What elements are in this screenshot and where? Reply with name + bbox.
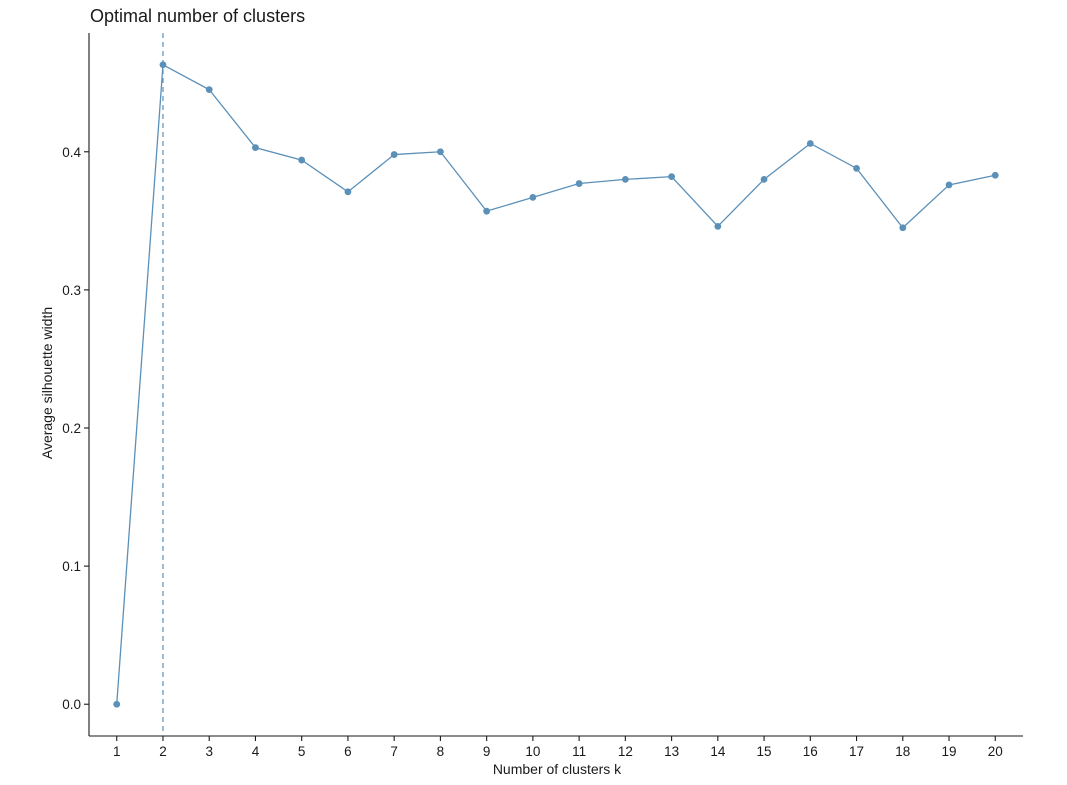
chart-title: Optimal number of clusters [90,6,305,26]
data-point [853,164,860,172]
x-tick-label: 2 [159,744,167,759]
data-point [945,181,953,189]
x-tick-label: 6 [344,744,352,759]
data-point [390,151,398,158]
x-tick-label: 20 [988,744,1003,759]
x-tick-label: 8 [437,744,445,759]
x-tick-label: 10 [525,744,540,759]
y-tick-label: 0.2 [62,421,81,436]
data-point [806,140,814,147]
x-tick-label: 3 [205,744,213,759]
data-point [621,176,629,183]
data-point [483,207,491,215]
x-tick-label: 16 [803,744,818,759]
data-point [529,193,537,201]
y-tick-label: 0.0 [62,697,81,712]
data-point [113,700,121,708]
data-point [298,156,306,164]
data-point [760,176,768,183]
y-axis-label: Average silhouette width [39,307,55,459]
x-tick-label: 17 [849,744,864,759]
x-tick-label: 4 [252,744,260,759]
data-point [899,224,907,232]
data-point [252,144,259,152]
data-point [575,180,583,187]
x-tick-label: 13 [664,744,679,759]
axes [88,33,1023,737]
y-tick-label: 0.4 [62,145,81,160]
x-tick-label: 12 [618,744,633,759]
data-point [205,86,213,94]
data-point [991,171,999,179]
y-axis-ticks: 0.0 0.1 0.2 0.3 0.4 [62,145,89,712]
x-tick-label: 7 [390,744,398,759]
x-axis-ticks: 1 2 3 4 5 6 7 8 9 10 11 12 13 14 15 16 17 18 19 20 [113,736,1003,759]
y-tick-label: 0.1 [62,559,81,574]
data-point [437,148,444,156]
series-silhouette [113,61,999,708]
y-tick-label: 0.3 [62,283,81,298]
x-tick-label: 18 [895,744,910,759]
x-tick-label: 1 [113,744,121,759]
x-tick-label: 15 [757,744,772,759]
data-point [159,61,167,69]
x-axis-label: Number of clusters k [493,761,622,777]
x-tick-label: 19 [942,744,957,759]
data-point [344,188,352,196]
x-tick-label: 9 [483,744,491,759]
x-tick-label: 11 [572,744,586,759]
x-tick-label: 14 [710,744,726,759]
data-point [668,173,675,181]
data-point [714,222,722,230]
x-tick-label: 5 [298,744,306,759]
series-line [116,63,996,705]
